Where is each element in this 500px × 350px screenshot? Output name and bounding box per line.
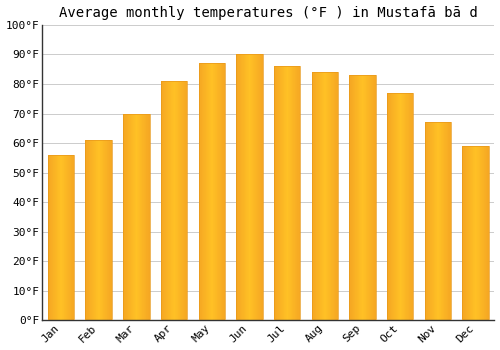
Bar <box>462 146 489 320</box>
Bar <box>274 66 300 320</box>
Bar <box>161 81 187 320</box>
Title: Average monthly temperatures (°F ) in Mustafā bā d: Average monthly temperatures (°F ) in Mu… <box>59 6 478 20</box>
Bar <box>86 140 112 320</box>
Bar <box>424 122 451 320</box>
Bar <box>236 55 262 320</box>
Bar <box>198 63 225 320</box>
Bar <box>387 93 413 320</box>
Bar <box>48 155 74 320</box>
Bar <box>312 72 338 320</box>
Bar <box>123 113 150 320</box>
Bar <box>350 75 376 320</box>
